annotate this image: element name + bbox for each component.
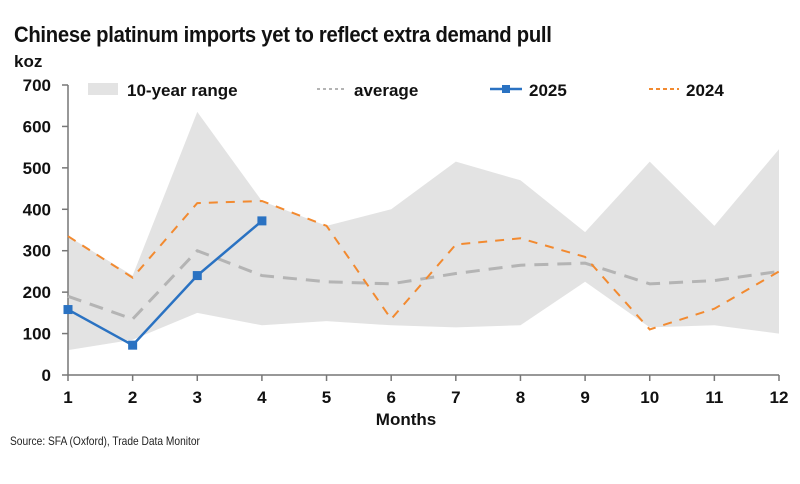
series-marker-2025 xyxy=(63,305,73,315)
series-line-2025 xyxy=(67,219,263,347)
x-tick-label: 9 xyxy=(580,388,589,407)
legend-label-2024: 2024 xyxy=(686,81,724,100)
y-tick-label: 400 xyxy=(23,200,51,219)
legend-label-2025: 2025 xyxy=(529,81,567,100)
source-note: Source: SFA (Oxford), Trade Data Monitor xyxy=(10,434,200,448)
x-tick-label: 7 xyxy=(451,388,460,407)
x-tick-label: 11 xyxy=(705,388,723,407)
x-tick-label: 8 xyxy=(516,388,525,407)
y-tick-label: 0 xyxy=(42,366,51,385)
range-layer xyxy=(68,111,779,351)
y-tick-label: 700 xyxy=(23,76,51,95)
x-tick-label: 1 xyxy=(63,388,72,407)
x-tick-label: 2 xyxy=(128,388,137,407)
x-tick-label: 6 xyxy=(386,388,395,407)
x-axis-title: Months xyxy=(376,410,436,429)
series-line-2024 xyxy=(67,199,780,331)
series-layer xyxy=(63,199,780,350)
y-tick-label: 300 xyxy=(23,242,51,261)
x-tick-label: 5 xyxy=(322,388,331,407)
y-axis-unit-label: koz xyxy=(14,52,43,71)
x-tick-label: 4 xyxy=(257,388,267,407)
x-tick-label: 12 xyxy=(770,388,789,407)
y-tick-label: 500 xyxy=(23,159,51,178)
legend-marker-2025 xyxy=(502,85,510,93)
ten-year-range-band xyxy=(68,111,779,351)
x-tick-label: 3 xyxy=(193,388,202,407)
series-marker-2025 xyxy=(192,271,202,281)
legend-swatch-range xyxy=(88,83,118,95)
series-line-average xyxy=(67,248,780,321)
legend-label-range: 10-year range xyxy=(127,81,238,100)
chart-title: Chinese platinum imports yet to reflect … xyxy=(14,22,552,47)
legend: 10-year range average 2025 2024 xyxy=(88,81,724,100)
x-tick-label: 10 xyxy=(640,388,659,407)
series-marker-2025 xyxy=(128,340,138,350)
legend-label-average: average xyxy=(354,81,418,100)
y-tick-label: 200 xyxy=(23,283,51,302)
y-tick-label: 600 xyxy=(23,117,51,136)
y-tick-label: 100 xyxy=(23,325,51,344)
series-marker-2025 xyxy=(257,216,267,226)
